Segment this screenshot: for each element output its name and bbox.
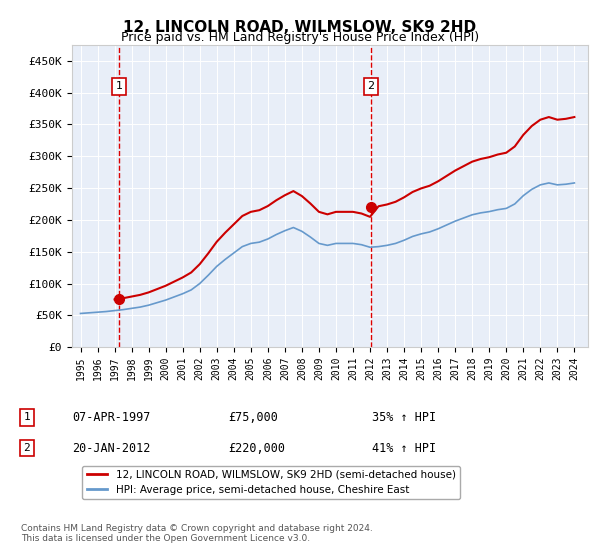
Text: 41% ↑ HPI: 41% ↑ HPI <box>372 441 436 455</box>
Text: Price paid vs. HM Land Registry's House Price Index (HPI): Price paid vs. HM Land Registry's House … <box>121 31 479 44</box>
Text: 12, LINCOLN ROAD, WILMSLOW, SK9 2HD: 12, LINCOLN ROAD, WILMSLOW, SK9 2HD <box>124 20 476 35</box>
Text: 2: 2 <box>23 443 31 453</box>
Text: 1: 1 <box>23 412 31 422</box>
Text: 35% ↑ HPI: 35% ↑ HPI <box>372 410 436 424</box>
Text: 07-APR-1997: 07-APR-1997 <box>72 410 151 424</box>
Text: 2: 2 <box>367 81 374 91</box>
Text: 20-JAN-2012: 20-JAN-2012 <box>72 441 151 455</box>
Text: Contains HM Land Registry data © Crown copyright and database right 2024.
This d: Contains HM Land Registry data © Crown c… <box>21 524 373 543</box>
Text: 1: 1 <box>116 81 122 91</box>
Text: £220,000: £220,000 <box>228 441 285 455</box>
Legend: 12, LINCOLN ROAD, WILMSLOW, SK9 2HD (semi-detached house), HPI: Average price, s: 12, LINCOLN ROAD, WILMSLOW, SK9 2HD (sem… <box>82 466 460 499</box>
Text: £75,000: £75,000 <box>228 410 278 424</box>
